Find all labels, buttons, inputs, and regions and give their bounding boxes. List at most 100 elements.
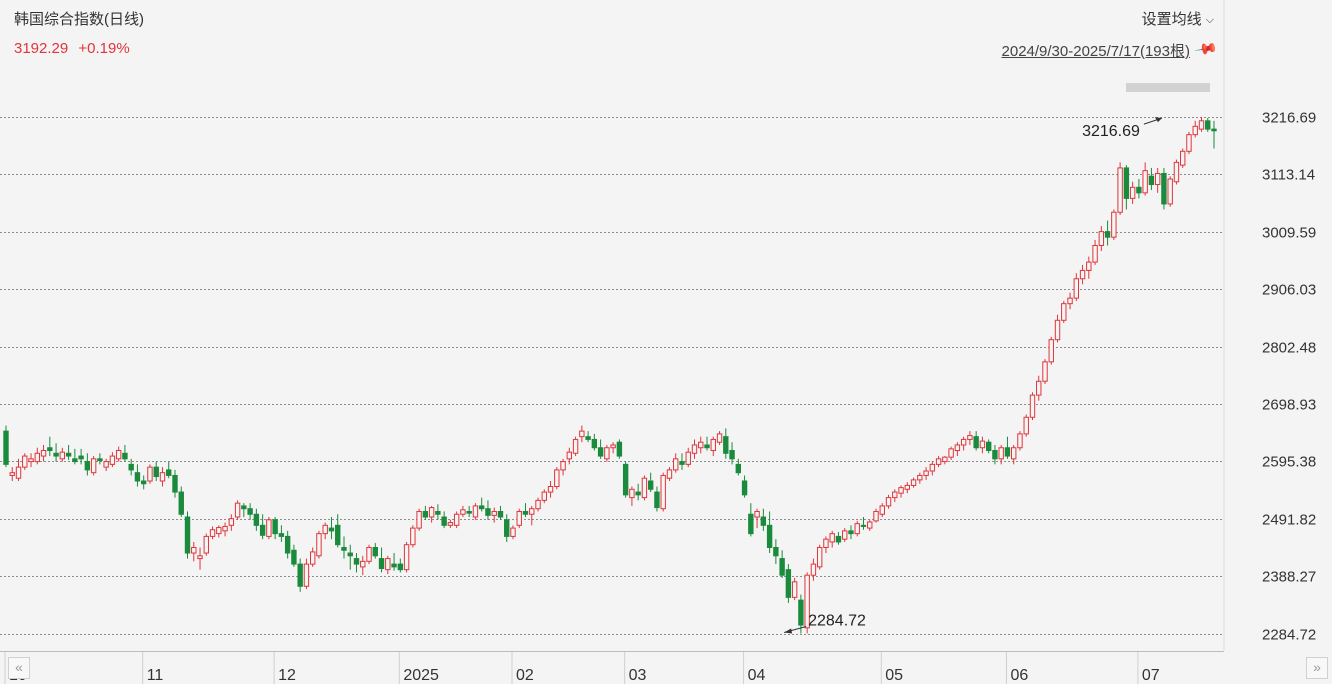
candle-body [147,466,153,482]
candle-body [410,527,416,546]
candle-body [328,527,335,532]
candle-body [917,474,923,481]
candle-body [1154,172,1161,186]
candle-body [1036,380,1042,396]
candle-body [898,487,904,494]
candle-body [585,436,591,440]
candle-body [1067,297,1073,305]
candle-body [347,552,353,557]
candle-body [735,463,742,474]
candle-body [191,546,197,554]
double-chevron-left-icon[interactable]: « [8,657,30,679]
y-tick-label: 2802.48 [1262,340,1316,357]
candle-body [842,530,848,540]
candle-body [472,505,479,518]
candle-body [197,555,203,560]
candle-body [773,546,779,557]
candle-body [798,599,804,626]
candle-body [1048,339,1054,363]
candle-body [322,524,328,535]
ma-settings-button[interactable]: 设置均线 ⌵ [1142,8,1214,29]
candle-body [998,447,1004,460]
candle-body [679,461,685,465]
candle-body [1061,303,1067,321]
candle-body [779,558,785,576]
candle-body [203,535,209,554]
candle-body [641,477,648,499]
candle-body [266,519,272,537]
candle-body [1192,125,1198,136]
candle-body [1117,167,1123,213]
double-chevron-right-icon[interactable]: » [1306,657,1328,679]
candle-body [1054,319,1061,341]
x-axis: 1011122025020304050607 [0,651,1224,684]
candle-body [341,546,347,551]
candle-body [228,518,235,526]
candle-body [15,466,22,479]
candle-body [184,516,191,554]
candle-body [766,524,773,548]
candle-body [860,524,867,527]
candle-body [1148,175,1155,186]
candle-body [466,510,472,514]
candle-body [879,505,885,515]
candle-body [510,527,516,537]
candle-body [685,451,691,465]
candle-body [403,544,410,571]
candle-body [942,456,948,463]
candle-body [453,513,460,526]
candle-body [78,455,84,460]
candle-body [654,491,660,509]
candle-body [760,516,767,526]
price-summary: 3192.29 +0.19% [14,40,136,57]
chart-title: 韩国综合指数(日线) [14,11,144,28]
candle-body [1198,120,1205,130]
candle-body [804,574,810,629]
candle-body [848,530,854,535]
candle-body [65,452,72,457]
candle-body [635,491,641,496]
candle-body [579,430,585,438]
candle-body [47,447,53,452]
x-tick-label: 06 [1010,667,1028,684]
y-tick-label: 2906.03 [1262,282,1316,299]
candle-body [272,519,278,535]
candle-body [704,444,710,449]
candle-body [366,546,372,562]
candle-body [247,508,253,515]
candle-body [103,461,109,468]
candle-body [1092,244,1098,263]
candle-body [422,510,429,518]
candle-body [253,513,260,526]
candle-body [166,469,172,476]
candle-body [447,522,454,526]
candle-body [954,444,961,452]
candle-body [516,510,522,526]
candle-body [597,447,604,457]
y-tick-label: 3113.14 [1262,167,1315,184]
candle-body [710,438,716,452]
candle-body [716,433,723,443]
candle-body [1180,150,1186,166]
candle-body [1136,186,1142,194]
x-tick-label: 11 [147,667,164,684]
candle-body [385,558,391,571]
candle-body [873,510,879,522]
candle-body [691,444,698,454]
candle-body [1111,211,1117,238]
candle-body [360,560,366,568]
candle-body [109,455,116,465]
candle-body [985,441,992,452]
candle-body [53,452,59,457]
candle-body [9,472,15,476]
candle-body [591,438,598,449]
y-tick-label: 2698.93 [1262,397,1316,414]
candle-body [541,491,547,501]
candle-body [622,463,629,496]
candle-body [216,527,222,535]
candle-body [973,436,979,449]
candle-body [741,480,748,496]
candle-body [810,563,817,576]
candle-body [416,510,422,529]
